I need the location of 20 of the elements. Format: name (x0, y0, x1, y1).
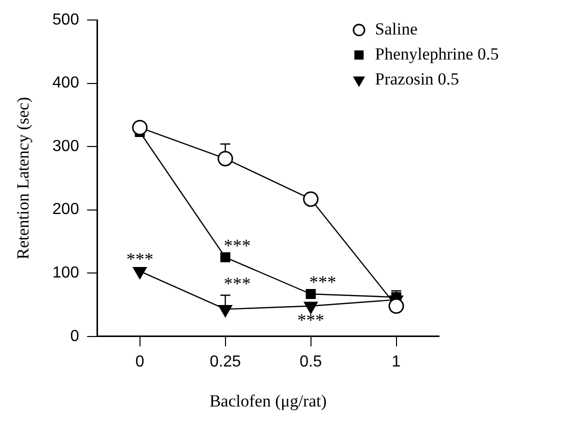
y-axis-title: Retention Latency (sec) (14, 97, 33, 260)
y-tick-label: 100 (52, 264, 80, 282)
y-tick-label: 500 (52, 11, 80, 28)
x-tick-label: 0 (135, 353, 144, 370)
annotation: *** (126, 249, 154, 270)
annotation: *** (224, 235, 251, 256)
annotation: *** (297, 310, 324, 330)
y-tick-label: 0 (70, 328, 80, 345)
legend-label: Phenylephrine 0.5 (375, 44, 499, 64)
x-tick-label: 0.5 (300, 353, 322, 370)
y-tick-label: 300 (52, 138, 80, 155)
annotation: *** (224, 273, 251, 294)
x-axis-title: Baclofen (μg/rat) (209, 391, 327, 410)
y-tick-label: 400 (52, 74, 80, 92)
legend-label: Saline (375, 19, 418, 38)
x-tick-label: 0.25 (210, 353, 241, 370)
x-tick-label: 1 (392, 353, 401, 370)
legend-label: Prazosin 0.5 (375, 69, 460, 88)
y-tick-label: 200 (52, 201, 80, 218)
annotation: *** (309, 272, 336, 292)
